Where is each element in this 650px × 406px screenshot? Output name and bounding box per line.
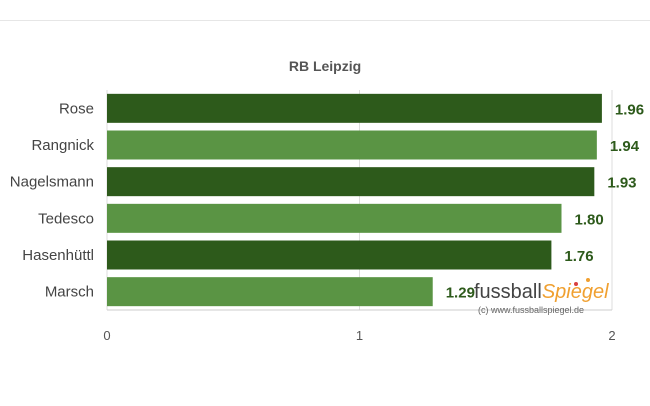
watermark-brand-part-2: Spiegel [541, 281, 609, 303]
fussballspiegel-watermark: fussballSpiegel (c) www.fussballspiegel.… [470, 278, 610, 322]
bar [107, 203, 562, 233]
category-label: Marsch [45, 284, 94, 301]
x-tick-label: 2 [608, 328, 615, 343]
data-label: 1.93 [607, 175, 636, 192]
bar [107, 93, 602, 123]
watermark-brand-part-1: fussball [474, 281, 542, 303]
logo-dot-icon [586, 278, 590, 282]
bar [107, 277, 433, 307]
data-label: 1.76 [564, 248, 593, 265]
bar [107, 130, 597, 160]
logo-dot-icon [574, 282, 578, 286]
category-label: Nagelsmann [10, 174, 94, 191]
bar [107, 240, 552, 270]
data-label: 1.29 [446, 285, 475, 302]
x-tick-label: 0 [103, 328, 110, 343]
bar [107, 167, 595, 197]
data-label: 1.94 [610, 138, 640, 155]
data-label: 1.80 [575, 211, 604, 228]
top-divider [0, 20, 650, 21]
watermark-url: (c) www.fussballspiegel.de [478, 305, 585, 315]
data-label: 1.96 [615, 101, 644, 118]
watermark-logo: fussballSpiegel [474, 280, 609, 304]
chart-title: RB Leipzig [288, 58, 362, 74]
category-label: Rose [59, 100, 94, 117]
category-label: Hasenhüttl [22, 247, 94, 264]
category-label: Rangnick [31, 137, 94, 154]
category-label: Tedesco [38, 210, 94, 227]
x-tick-label: 1 [356, 328, 363, 343]
